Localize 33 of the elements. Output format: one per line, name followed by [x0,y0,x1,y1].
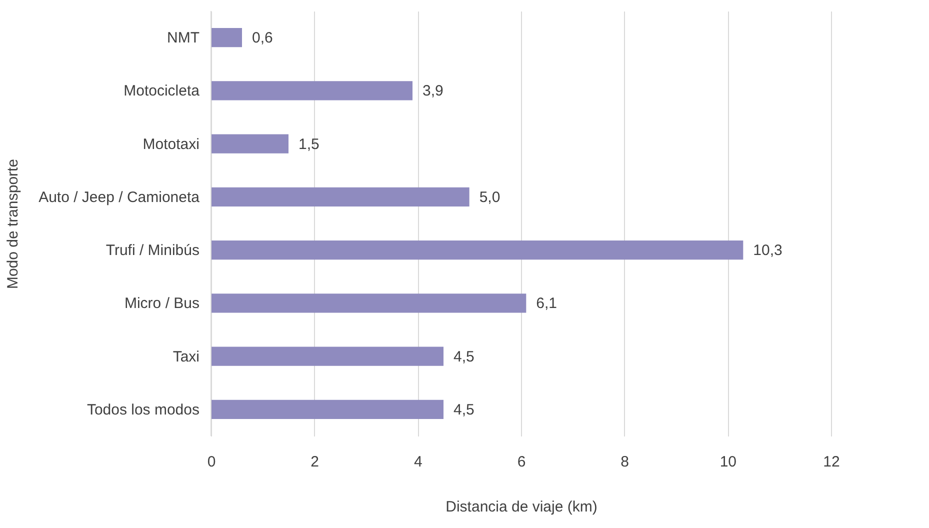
data-label: 10,3 [753,242,782,260]
y-axis-title: Modo de transporte [4,158,22,290]
bar [211,81,412,100]
bar [211,240,744,260]
data-label: 5,0 [479,188,500,206]
data-label: 0,6 [252,30,273,47]
y-tick-label: NMT [167,30,200,47]
x-axis-title: Distancia de viaje (km) [446,498,598,516]
data-label: 3,9 [422,82,444,100]
bar [211,294,526,313]
data-label: 1,5 [298,136,320,153]
y-tick-label: Auto / Jeep / Camioneta [38,188,200,206]
x-tick-label: 6 [517,454,526,470]
bar [211,28,242,48]
data-label: 4,5 [454,348,474,366]
x-tick-label: 12 [823,454,840,470]
y-tick-label: Mototaxi [142,136,200,153]
bar [211,400,444,419]
y-tick-label: Taxi [172,348,200,366]
data-label: 6,1 [536,295,558,312]
x-tick-label: 4 [414,454,422,470]
bar [211,187,470,206]
y-tick-label: Micro / Bus [124,295,200,312]
x-tick-label: 8 [620,454,630,470]
bar [211,346,444,366]
data-label: 4,5 [454,401,474,418]
x-tick-label: 10 [720,454,737,470]
y-tick-label: Trufi / Minibús [106,242,200,260]
x-tick-label: 2 [310,454,320,470]
y-tick-label: Todos los modos [86,401,200,418]
bar [211,134,288,154]
y-tick-label: Motocicleta [124,82,200,100]
x-tick-label: 0 [207,454,216,470]
